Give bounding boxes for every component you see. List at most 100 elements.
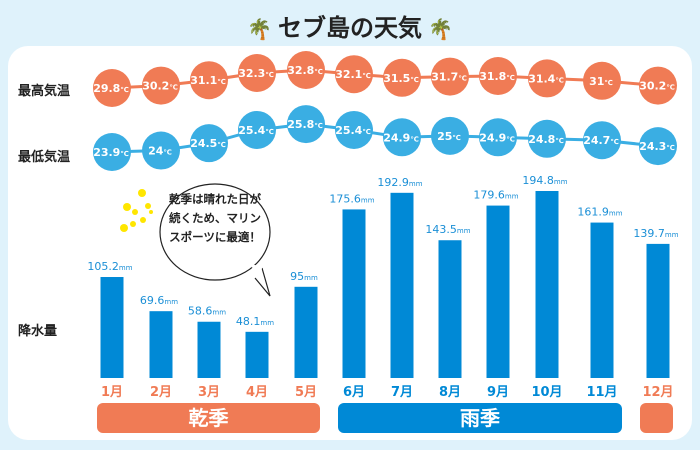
unit-label: mm — [457, 227, 471, 235]
min-temp-value-label: 25℃ — [437, 130, 461, 143]
max-temp-point — [287, 51, 325, 89]
min-temp-value-label: 25.4℃ — [335, 124, 371, 137]
unit-label: mm — [361, 196, 375, 204]
page-title: 🌴 セブ島の天気 🌴 — [0, 8, 700, 43]
dry-season-band-december — [640, 403, 673, 433]
min-temp-value-label: 23.9℃ — [93, 146, 129, 159]
unit-label: ℃ — [217, 141, 225, 149]
unit-label: ℃ — [314, 122, 322, 130]
rainy-season-band: 雨季 — [338, 403, 622, 433]
palm-tree-icon: 🌴 — [247, 17, 272, 41]
speech-bubble — [159, 183, 271, 297]
unit-label: ℃ — [265, 71, 273, 79]
min-temp-point — [479, 118, 517, 157]
min-temp-value-label: 25.8℃ — [287, 118, 323, 131]
rain-value-label: 48.1mm — [236, 315, 274, 328]
min-temp-point — [287, 105, 325, 144]
unit-label: mm — [409, 180, 423, 188]
unit-label: mm — [609, 210, 623, 218]
month-label: 12月 — [642, 385, 673, 400]
max-temp-point — [93, 69, 131, 107]
month-label: 1月 — [101, 385, 123, 400]
max-temp-value-label: 31℃ — [589, 75, 613, 88]
rain-bar — [245, 331, 269, 378]
rain-bar — [646, 243, 670, 378]
unit-label: mm — [164, 298, 178, 306]
rain-bar — [590, 222, 614, 378]
palm-tree-icon: 🌴 — [428, 17, 453, 41]
unit-label: mm — [554, 178, 568, 186]
min-temp-value-label: 24.3℃ — [639, 140, 675, 153]
month-label: 10月 — [531, 385, 562, 400]
min-temp-point — [639, 127, 677, 166]
rain-value-label: 143.5mm — [425, 223, 470, 236]
bubble-text: 乾季は晴れた日が 続くため、マリン スポーツに最適！ — [160, 182, 270, 280]
max-temp-label: 最高気温 — [18, 84, 71, 99]
month-label: 6月 — [343, 385, 365, 400]
month-label: 11月 — [586, 385, 617, 400]
max-temp-value-label: 30.2℃ — [142, 80, 178, 93]
unit-label: ℃ — [555, 137, 563, 145]
rain-bar — [100, 277, 124, 378]
max-temp-point — [238, 54, 276, 92]
max-temp-point — [583, 61, 621, 100]
rain-bar — [197, 321, 221, 378]
min-temp-point — [190, 124, 228, 163]
unit-label: mm — [304, 274, 318, 282]
max-temp-value-label: 31.5℃ — [383, 72, 419, 85]
rain-value-label: 58.6mm — [188, 305, 226, 318]
bubble-line: 続くため、マリン — [169, 211, 261, 225]
min-temp-value-label: 25.4℃ — [238, 124, 274, 137]
unit-label: ℃ — [362, 128, 370, 136]
bubble-line: スポーツに最適！ — [169, 230, 261, 244]
unit-label: ℃ — [610, 138, 618, 146]
unit-label: ℃ — [314, 68, 322, 76]
rain-value-label: 95mm — [290, 270, 318, 283]
max-temp-value-label: 31.1℃ — [190, 74, 226, 87]
unit-label: ℃ — [169, 84, 177, 92]
rain-bar — [486, 205, 510, 378]
month-label: 7月 — [391, 385, 413, 400]
max-temp-value-label: 29.8℃ — [93, 82, 129, 95]
bubble-line: 乾季は晴れた日が — [169, 192, 261, 206]
unit-label: ℃ — [163, 149, 171, 157]
rain-bar — [149, 311, 173, 378]
max-temp-point — [335, 55, 373, 94]
min-temp-value-label: 24.5℃ — [190, 137, 226, 150]
month-label: 4月 — [246, 385, 268, 400]
unit-label: ℃ — [120, 86, 128, 94]
max-temp-value-label: 31.7℃ — [431, 71, 467, 84]
rain-value-label: 192.9mm — [377, 176, 422, 189]
rain-value-label: 175.6mm — [329, 192, 374, 205]
min-temp-value-label: 24.7℃ — [583, 134, 619, 147]
title-text: セブ島の天気 — [278, 13, 422, 42]
unit-label: ℃ — [666, 144, 674, 152]
max-temp-value-label: 31.8℃ — [479, 70, 515, 83]
min-temp-value-label: 24.8℃ — [528, 133, 564, 146]
min-temp-value-label: 24.9℃ — [383, 131, 419, 144]
min-temp-point — [383, 118, 421, 157]
rain-value-label: 179.6mm — [473, 189, 518, 202]
rain-bar — [294, 286, 318, 378]
min-temp-point — [528, 119, 566, 158]
max-temp-point — [142, 66, 180, 105]
rain-bar — [438, 240, 462, 378]
max-temp-value-label: 30.2℃ — [639, 80, 675, 93]
rain-value-label: 161.9mm — [577, 206, 622, 219]
month-label: 5月 — [295, 385, 317, 400]
max-temp-value-label: 32.3℃ — [238, 67, 274, 80]
dry-season-band: 乾季 — [97, 403, 320, 433]
max-temp-point — [479, 57, 517, 95]
max-temp-value-label: 32.8℃ — [287, 64, 323, 77]
max-temp-point — [190, 61, 228, 100]
max-temp-point — [528, 59, 566, 98]
min-temp-value-label: 24.9℃ — [479, 131, 515, 144]
unit-label: ℃ — [265, 128, 273, 136]
rain-value-label: 194.8mm — [522, 174, 567, 187]
unit-label: ℃ — [506, 135, 514, 143]
unit-label: ℃ — [458, 75, 466, 83]
unit-label: ℃ — [410, 135, 418, 143]
unit-label: mm — [665, 231, 679, 239]
unit-label: ℃ — [555, 76, 563, 84]
